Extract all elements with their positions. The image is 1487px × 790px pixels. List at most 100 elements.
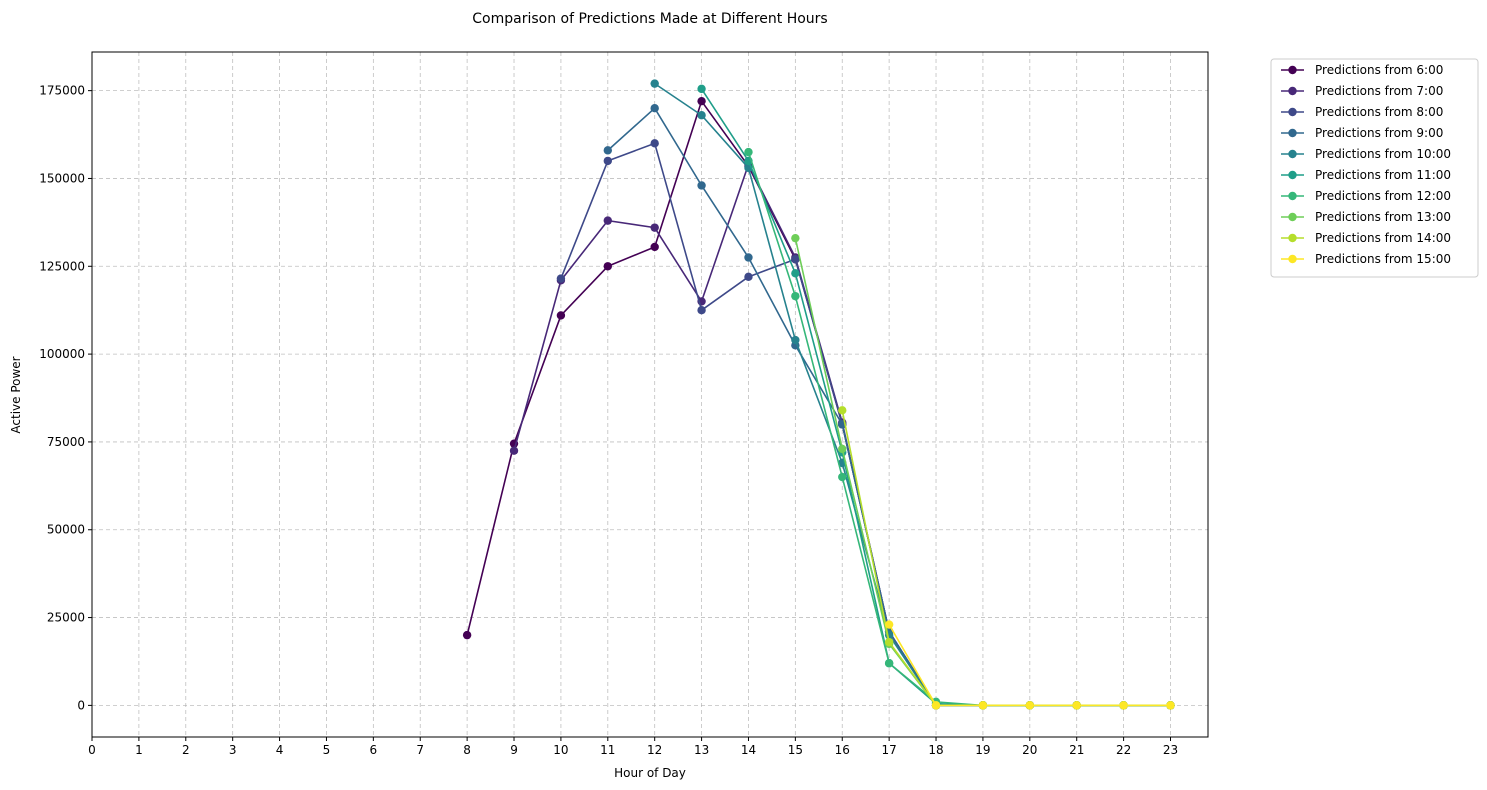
series-7 — [744, 147, 1175, 710]
legend-marker — [1288, 86, 1297, 96]
series-3 — [556, 139, 1175, 710]
x-tick-label: 11 — [600, 743, 615, 757]
legend-item: Predictions from 11:00 — [1281, 168, 1451, 182]
data-point — [603, 262, 612, 271]
legend-label: Predictions from 10:00 — [1315, 147, 1451, 161]
y-tick-label: 25000 — [47, 611, 85, 625]
legend-item: Predictions from 13:00 — [1281, 210, 1451, 224]
legend-marker — [1288, 170, 1297, 180]
x-tick-label: 15 — [788, 743, 803, 757]
legend-marker — [1288, 254, 1297, 264]
data-point — [697, 84, 706, 94]
y-tick-label: 150000 — [39, 171, 85, 185]
data-point — [884, 659, 894, 668]
x-tick-label: 10 — [553, 743, 568, 757]
data-point — [603, 216, 612, 225]
data-point — [697, 181, 706, 190]
y-axis: 0 25000 50000 75000 100000 125000 150000 175000 — [39, 84, 92, 712]
data-point — [650, 104, 659, 113]
data-point — [791, 269, 800, 278]
x-tick-label: 16 — [835, 743, 850, 757]
data-point — [556, 311, 566, 320]
legend-marker — [1288, 65, 1297, 75]
legend-label: Predictions from 7:00 — [1315, 84, 1443, 98]
y-tick-label: 0 — [77, 698, 85, 712]
data-point — [462, 630, 472, 640]
data-point — [603, 156, 612, 166]
data-point — [838, 406, 847, 415]
x-tick-label: 8 — [463, 743, 471, 757]
series-group — [462, 79, 1175, 710]
data-point — [838, 472, 847, 482]
data-point — [697, 111, 706, 120]
data-point — [744, 272, 753, 282]
legend-marker — [1288, 128, 1297, 138]
legend-item: Predictions from 14:00 — [1281, 231, 1451, 245]
series-line — [513, 163, 1171, 707]
legend-label: Predictions from 12:00 — [1315, 189, 1451, 203]
legend-item: Predictions from 6:00 — [1281, 63, 1443, 77]
x-axis-title: Hour of Day — [614, 766, 686, 780]
x-tick-label: 12 — [647, 743, 662, 757]
x-tick-label: 21 — [1069, 743, 1084, 757]
data-point — [838, 444, 847, 454]
legend-label: Predictions from 15:00 — [1315, 252, 1451, 266]
data-point — [791, 255, 800, 264]
x-tick-label: 14 — [741, 743, 756, 757]
x-tick-label: 20 — [1022, 743, 1037, 757]
data-point — [650, 223, 659, 232]
chart-title: Comparison of Predictions Made at Differ… — [472, 11, 827, 27]
legend-marker — [1288, 212, 1297, 222]
legend-marker — [1288, 149, 1297, 159]
data-point — [1072, 701, 1081, 710]
x-tick-label: 1 — [135, 743, 143, 757]
series-10 — [884, 620, 1175, 710]
x-tick-label: 7 — [416, 743, 424, 757]
x-tick-label: 17 — [882, 743, 897, 757]
y-tick-label: 125000 — [39, 259, 85, 273]
series-5 — [650, 79, 1175, 710]
data-point — [931, 701, 941, 710]
data-point — [744, 253, 753, 262]
legend-label: Predictions from 9:00 — [1315, 126, 1443, 140]
x-tick-label: 22 — [1116, 743, 1131, 757]
data-point — [697, 305, 706, 315]
data-point — [650, 242, 659, 252]
data-point — [650, 79, 659, 88]
legend-item: Predictions from 12:00 — [1281, 189, 1451, 203]
data-point — [509, 446, 519, 455]
legend-marker — [1288, 191, 1297, 201]
data-point — [650, 139, 659, 148]
legend-frame — [1270, 58, 1479, 278]
data-point — [791, 335, 800, 345]
legend-item: Predictions from 8:00 — [1281, 105, 1443, 119]
x-tick-label: 2 — [182, 743, 190, 757]
data-point — [1025, 701, 1035, 710]
x-tick-label: 3 — [229, 743, 237, 757]
data-point — [884, 637, 894, 647]
legend-item: Predictions from 15:00 — [1281, 252, 1451, 266]
data-point — [744, 147, 753, 157]
legend-item: Predictions from 10:00 — [1281, 147, 1451, 161]
series-line — [747, 151, 1171, 707]
data-point — [603, 146, 612, 155]
x-tick-label: 23 — [1163, 743, 1178, 757]
legend-label: Predictions from 8:00 — [1315, 105, 1443, 119]
data-point — [556, 274, 566, 283]
x-tick-label: 6 — [370, 743, 378, 757]
y-tick-label: 75000 — [47, 435, 85, 449]
legend-label: Predictions from 11:00 — [1315, 168, 1451, 182]
data-point — [978, 701, 988, 710]
series-line — [654, 82, 1171, 707]
legend-item: Predictions from 7:00 — [1281, 84, 1443, 98]
y-tick-label: 100000 — [39, 347, 85, 361]
legend-label: Predictions from 13:00 — [1315, 210, 1451, 224]
y-tick-label: 50000 — [47, 523, 85, 537]
plot-area-frame — [91, 51, 1209, 738]
x-tick-label: 18 — [928, 743, 943, 757]
legend-marker — [1288, 107, 1297, 117]
data-point — [1166, 701, 1175, 710]
data-point — [791, 291, 800, 301]
